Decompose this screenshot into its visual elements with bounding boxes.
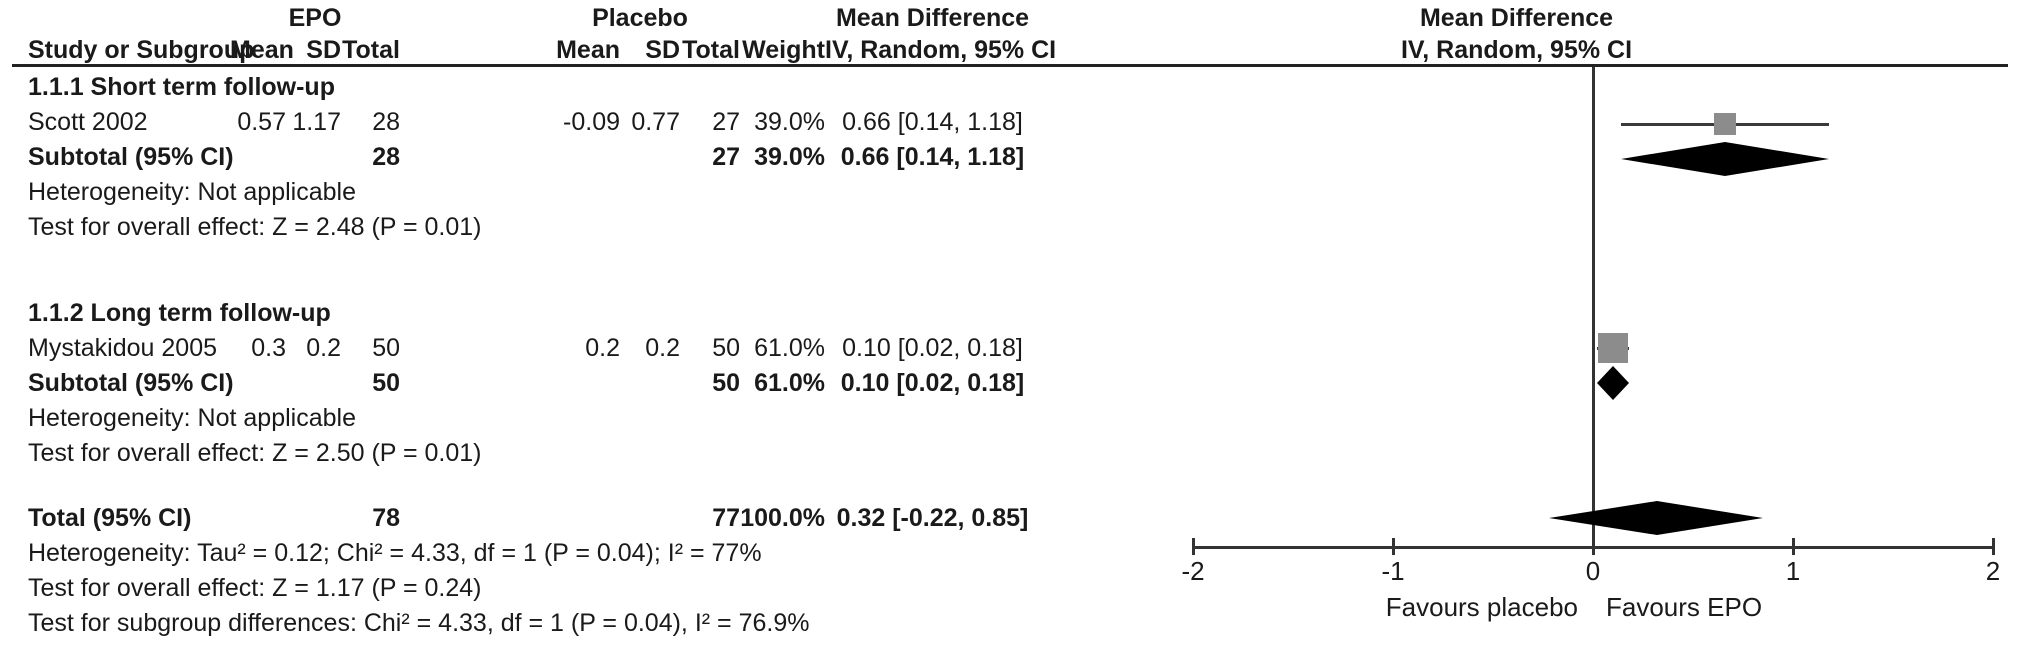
total-row: Total (95% CI) 78 77 100.0% 0.32 [-0.22,… xyxy=(28,501,1040,536)
ci-whisker-line xyxy=(1597,347,1629,350)
subgroup-title-row: 1.1.2 Long term follow-up xyxy=(28,296,1040,331)
mean2-col-header: Mean xyxy=(556,36,620,64)
overall-effect-row: Test for overall effect: Z = 2.50 (P = 0… xyxy=(28,436,1040,471)
total-ci: 0.32 [-0.22, 0.85] xyxy=(836,504,1029,532)
overall-effect-text: Test for overall effect: Z = 2.50 (P = 0… xyxy=(28,439,482,467)
study-point-square xyxy=(1714,113,1736,135)
overall-effect-text: Test for overall effect: Z = 2.48 (P = 0… xyxy=(28,213,482,241)
sd1-col-header: SD xyxy=(306,36,341,64)
placebo-total: 50 xyxy=(712,334,740,362)
subtotal-placebo-total: 27 xyxy=(712,143,740,171)
subtotal-epo-total: 28 xyxy=(372,143,400,171)
subgroup-title: 1.1.2 Long term follow-up xyxy=(28,299,331,327)
study-row: Mystakidou 2005 0.3 0.2 50 0.2 0.2 50 61… xyxy=(28,331,1040,366)
axis-tick-label: -2 xyxy=(1181,556,1205,586)
subgroup-title-row: 1.1.1 Short term follow-up xyxy=(28,70,1040,105)
axis-tick-label: 0 xyxy=(1585,556,1601,586)
table-header: EPO Placebo Mean Difference Study or Sub… xyxy=(28,0,1057,64)
footer-subgroup-diff-row: Test for subgroup differences: Chi² = 4.… xyxy=(28,606,1040,641)
heterogeneity-text: Heterogeneity: Not applicable xyxy=(28,404,356,432)
study-name: Mystakidou 2005 xyxy=(28,334,218,362)
epo-sd: 0.2 xyxy=(306,334,341,362)
subtotal-weight: 61.0% xyxy=(754,369,825,397)
study-row: Scott 2002 0.57 1.17 28 -0.09 0.77 27 39… xyxy=(28,105,1040,140)
subtotal-ci: 0.10 [0.02, 0.18] xyxy=(840,369,1025,397)
epo-mean: 0.57 xyxy=(237,108,286,136)
section-spacer xyxy=(28,471,1040,501)
x-axis-line xyxy=(1193,546,1994,549)
total-placebo-total: 77 xyxy=(712,504,740,532)
subtotal-row: Subtotal (95% CI) 50 50 61.0% 0.10 [0.02… xyxy=(28,366,1040,401)
zero-effect-line xyxy=(1592,67,1595,547)
group2-header: Placebo xyxy=(592,4,688,32)
group1-header: EPO xyxy=(288,4,342,32)
section-spacer xyxy=(28,245,1040,296)
header-group-row: EPO Placebo Mean Difference xyxy=(28,0,1040,36)
epo-total: 50 xyxy=(372,334,400,362)
heterogeneity-text: Heterogeneity: Not applicable xyxy=(28,178,356,206)
total-weight: 100.0% xyxy=(740,504,825,532)
footer-subgroup-diff-text: Test for subgroup differences: Chi² = 4.… xyxy=(28,609,810,637)
subtotal-placebo-total: 50 xyxy=(712,369,740,397)
weight-value: 61.0% xyxy=(754,334,825,362)
sd2-col-header: SD xyxy=(645,36,680,64)
placebo-mean: 0.2 xyxy=(585,334,620,362)
summary-diamond xyxy=(1621,142,1829,176)
overall-effect-row: Test for overall effect: Z = 2.48 (P = 0… xyxy=(28,210,1040,245)
subgroup-title: 1.1.1 Short term follow-up xyxy=(28,73,335,101)
heterogeneity-row: Heterogeneity: Not applicable xyxy=(28,401,1040,436)
footer-heterogeneity-row: Heterogeneity: Tau² = 0.12; Chi² = 4.33,… xyxy=(28,536,1040,571)
subtotal-epo-total: 50 xyxy=(372,369,400,397)
study-point-square xyxy=(1598,333,1628,363)
heterogeneity-row: Heterogeneity: Not applicable xyxy=(28,175,1040,210)
ci-whisker-line xyxy=(1621,123,1829,126)
subtotal-weight: 39.0% xyxy=(754,143,825,171)
placebo-total: 27 xyxy=(712,108,740,136)
favours-right-label: Favours EPO xyxy=(1606,592,1763,622)
total-label: Total (95% CI) xyxy=(28,504,192,532)
footer-heterogeneity-text: Heterogeneity: Tau² = 0.12; Chi² = 4.33,… xyxy=(28,539,762,567)
summary-diamond xyxy=(1549,501,1763,535)
total-epo-total: 78 xyxy=(372,504,400,532)
md-header-right: Mean Difference xyxy=(1419,4,1614,32)
total2-col-header: Total xyxy=(682,36,740,64)
footer-overall-effect-row: Test for overall effect: Z = 1.17 (P = 0… xyxy=(28,571,1040,606)
mean1-col-header: Mean xyxy=(230,36,294,64)
header-col-row: Study or Subgroup Mean SD Total Mean SD … xyxy=(28,36,1057,64)
study-name: Scott 2002 xyxy=(28,108,148,136)
footer-overall-effect-text: Test for overall effect: Z = 1.17 (P = 0… xyxy=(28,574,482,602)
subtotal-label: Subtotal (95% CI) xyxy=(28,143,234,171)
header-divider xyxy=(12,64,2008,67)
plot-header: Mean Difference IV, Random, 95% CI xyxy=(1040,0,1993,64)
axis-tick-label: 2 xyxy=(1985,556,2001,586)
epo-total: 28 xyxy=(372,108,400,136)
ci-value: 0.66 [0.14, 1.18] xyxy=(842,108,1023,136)
study-col-header: Study or Subgroup xyxy=(28,36,255,64)
weight-col-header: Weight xyxy=(742,36,825,64)
axis-tick-label: 1 xyxy=(1785,556,1801,586)
summary-diamond xyxy=(1597,366,1629,400)
ci-value: 0.10 [0.02, 0.18] xyxy=(842,334,1023,362)
epo-sd: 1.17 xyxy=(292,108,341,136)
subtotal-ci: 0.66 [0.14, 1.18] xyxy=(840,143,1025,171)
favours-left-label: Favours placebo xyxy=(1385,592,1578,622)
weight-value: 39.0% xyxy=(754,108,825,136)
subtotal-row: Subtotal (95% CI) 28 27 39.0% 0.66 [0.14… xyxy=(28,140,1040,175)
total1-col-header: Total xyxy=(342,36,400,64)
axis-tick-label: -1 xyxy=(1381,556,1405,586)
subtotal-label: Subtotal (95% CI) xyxy=(28,369,234,397)
md-header-left: Mean Difference xyxy=(835,4,1030,32)
placebo-mean: -0.09 xyxy=(563,108,620,136)
placebo-sd: 0.77 xyxy=(631,108,680,136)
placebo-sd: 0.2 xyxy=(645,334,680,362)
epo-mean: 0.3 xyxy=(251,334,286,362)
ci-method-header-left: IV, Random, 95% CI xyxy=(825,36,1057,64)
ci-method-header-right: IV, Random, 95% CI xyxy=(1400,36,1633,64)
study-table: 1.1.1 Short term follow-up Scott 2002 0.… xyxy=(28,70,1040,641)
